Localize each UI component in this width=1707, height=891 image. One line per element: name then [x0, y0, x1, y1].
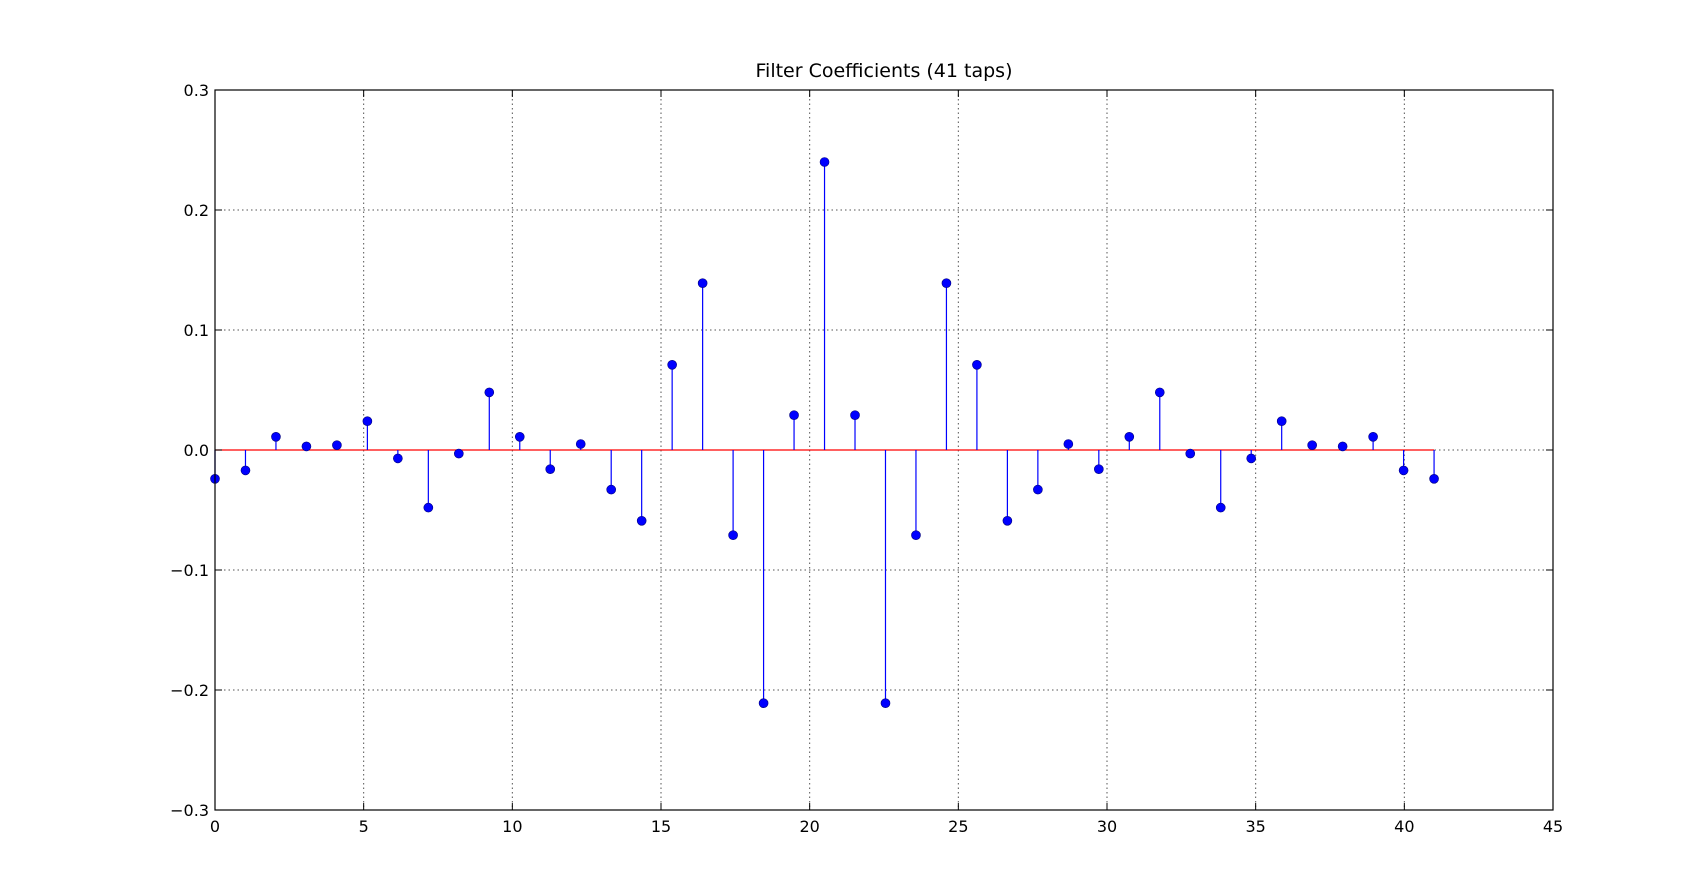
- x-tick-label: 40: [1394, 817, 1414, 836]
- stem-marker: [271, 431, 281, 442]
- stem-marker: [850, 410, 860, 421]
- stem-marker: [484, 387, 495, 398]
- stem-marker: [636, 515, 647, 526]
- stem-marker: [789, 410, 799, 421]
- stem-marker: [1398, 465, 1409, 476]
- x-tick-label: 45: [1543, 817, 1563, 836]
- y-tick-label: 0.3: [184, 81, 209, 100]
- x-tick-label: 5: [359, 817, 369, 836]
- tick-marks: [214, 89, 1554, 811]
- stem-marker: [1368, 431, 1378, 442]
- chart-title: Filter Coefficients (41 taps): [756, 60, 1013, 82]
- stem-marker: [1307, 440, 1317, 451]
- stem-marker: [819, 157, 830, 167]
- stems-group: [214, 162, 1435, 704]
- stem-marker: [1094, 464, 1104, 475]
- stem-marker: [1002, 515, 1013, 526]
- stem-marker: [758, 698, 769, 709]
- y-tick-label: 0.0: [184, 441, 209, 460]
- stem-marker: [454, 448, 464, 459]
- stem-marker: [1185, 448, 1196, 459]
- stem-marker: [362, 416, 373, 427]
- stem-marker: [1154, 387, 1165, 398]
- y-tick-label: −0.1: [170, 561, 209, 580]
- stem-marker: [972, 359, 982, 370]
- stem-marker: [606, 484, 616, 495]
- y-tick-label: 0.2: [184, 201, 209, 220]
- stem-marker: [1124, 431, 1135, 442]
- y-tick-label: 0.1: [184, 321, 209, 340]
- y-tick-label: −0.3: [170, 801, 209, 820]
- stem-marker: [941, 278, 952, 289]
- stem-marker: [1033, 484, 1043, 495]
- x-tick-label: 0: [210, 817, 220, 836]
- y-tick-labels: −0.3 −0.2 −0.1 0.0 0.1 0.2 0.3: [170, 81, 209, 820]
- x-tick-label: 15: [651, 817, 671, 836]
- stem-marker: [301, 441, 312, 452]
- x-tick-labels: 0 5 10 15 20 25 30 35 40 45: [210, 817, 1563, 836]
- stem-marker: [1429, 473, 1439, 484]
- stem-marker: [1246, 453, 1257, 464]
- stem-marker: [911, 530, 921, 541]
- markers-group: [210, 157, 1439, 709]
- stem-marker: [1276, 416, 1287, 427]
- stem-marker: [240, 465, 251, 476]
- stem-marker: [880, 698, 891, 709]
- stem-marker: [728, 530, 738, 541]
- stem-marker: [514, 431, 525, 442]
- stem-marker: [545, 464, 556, 475]
- x-tick-label: 35: [1245, 817, 1265, 836]
- x-tick-label: 25: [948, 817, 968, 836]
- stem-marker: [423, 502, 434, 513]
- stem-marker: [575, 439, 586, 449]
- stem-marker: [1337, 441, 1348, 452]
- stem-marker: [1063, 439, 1074, 449]
- x-tick-label: 20: [799, 817, 819, 836]
- stem-marker: [393, 453, 403, 464]
- y-tick-label: −0.2: [170, 681, 209, 700]
- stem-marker: [697, 278, 708, 289]
- stem-marker: [332, 440, 342, 451]
- x-tick-label: 10: [502, 817, 522, 836]
- x-tick-label: 30: [1097, 817, 1117, 836]
- stem-marker: [1215, 502, 1226, 513]
- stem-marker: [667, 359, 677, 370]
